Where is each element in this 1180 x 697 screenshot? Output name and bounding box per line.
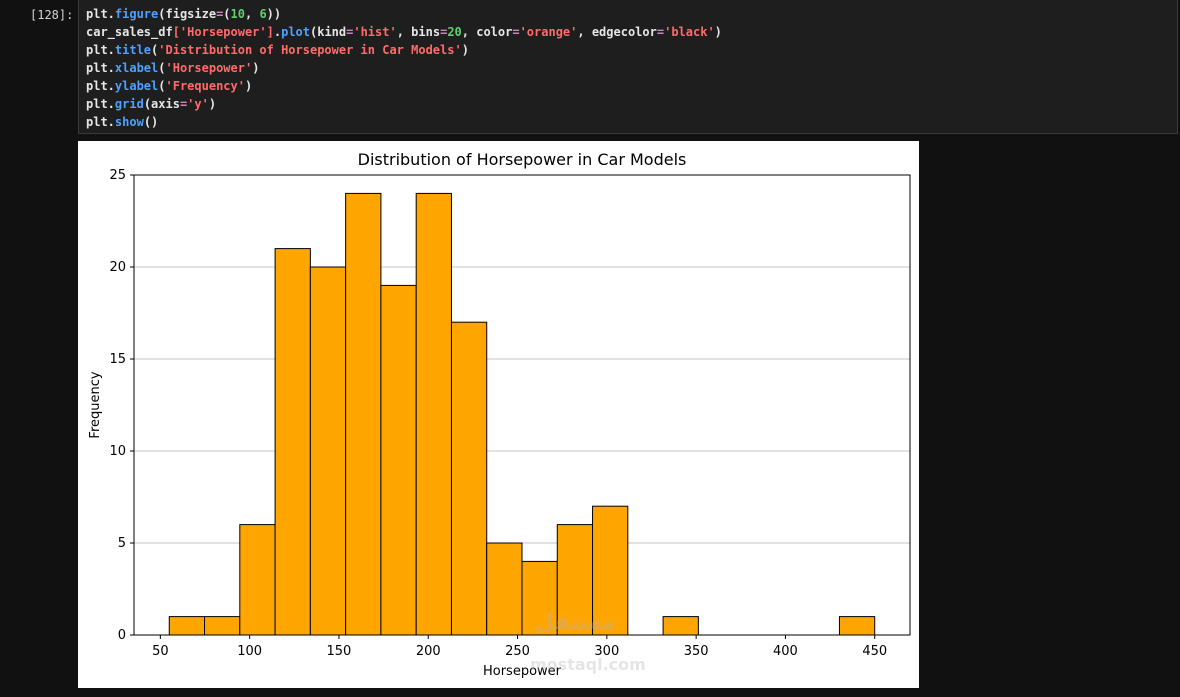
histogram-bar [204,616,241,636]
code-editor[interactable]: plt.figure(figsize=(10, 6)) car_sales_df[… [79,0,1177,131]
watermark-url: mostaql.com [530,655,646,674]
code-token: 'orange' [519,25,578,39]
x-axis-label: Horsepower [483,664,562,679]
histogram-bar [662,616,699,636]
code-token: ( [223,7,231,21]
code-token: )) [266,7,282,21]
code-line: plt.ylabel('Frequency') [86,77,1177,95]
code-token: 10 [230,7,245,21]
code-token: , bins [396,25,441,39]
code-token: 20 [447,25,462,39]
x-tick-label: 400 [773,644,798,659]
code-token: 'Distribution of Horsepower in Car Model… [158,43,462,57]
cell-prompt: [128]: [30,8,74,22]
code-token: 'black' [664,25,715,39]
code-token: plt. [86,43,115,57]
code-token: ylabel [114,79,159,93]
chart-title: Distribution of Horsepower in Car Models [358,150,687,169]
code-token: show [114,115,144,129]
code-token: . [273,25,282,39]
code-token: = [656,25,665,39]
code-token: 'Horsepower' [165,61,253,75]
x-tick-label: 300 [594,644,619,659]
code-token: = [512,25,520,39]
x-tick-label: 200 [416,644,441,659]
histogram-bar [486,542,523,636]
code-token: car_sales_df [86,25,173,39]
code-token: = [216,7,224,21]
histogram-bar [415,192,452,636]
y-tick-label: 0 [118,628,126,643]
x-tick-label: 150 [327,644,352,659]
code-token: ( [158,79,166,93]
code-line: plt.title('Distribution of Horsepower in… [86,41,1177,59]
histogram-bar [239,524,276,636]
code-line: plt.grid(axis='y') [86,95,1177,113]
output-area: Distribution of Horsepower in Car Models… [78,141,919,688]
histogram-bar [450,321,488,636]
histogram-bar [592,505,629,636]
y-tick-label: 15 [109,352,126,367]
x-tick-label: 50 [152,644,169,659]
y-axis-label: Frequency [88,371,103,438]
code-token: ) [208,97,217,111]
histogram-bar [309,266,347,636]
code-cell[interactable]: plt.figure(figsize=(10, 6)) car_sales_df[… [78,0,1178,134]
code-token: ) [714,25,722,39]
code-token: = [179,97,188,111]
code-token: ['Horsepower'] [172,25,274,39]
code-line: plt.xlabel('Horsepower') [86,59,1177,77]
code-token: grid [114,97,144,111]
code-token: 'Frequency' [165,79,245,93]
histogram-bar [556,524,594,636]
code-token: , [244,7,260,21]
code-token: (axis [143,97,180,111]
code-token: , edgecolor [577,25,657,39]
plot-frame [133,174,911,636]
code-token: plt. [86,61,115,75]
watermark-arabic: مستقل [535,610,616,635]
code-token: 6 [259,7,267,21]
code-token: title [114,43,152,57]
code-token: ) [244,79,253,93]
code-token: xlabel [114,61,159,75]
code-token: ( [151,43,159,57]
histogram-bar [838,616,876,636]
code-line: car_sales_df['Horsepower'].plot(kind='hi… [86,23,1177,41]
code-token: ) [252,61,260,75]
code-token: ( [158,61,166,75]
code-token: plt. [86,115,115,129]
histogram-bar [274,248,311,636]
code-token: (kind [310,25,347,39]
histogram-chart: Distribution of Horsepower in Car Models… [88,150,911,679]
histogram-bar [345,192,382,636]
histogram-bar [380,284,417,636]
histogram-bar [168,616,206,636]
code-token: , color [461,25,513,39]
code-token: plt. [86,97,115,111]
code-line: plt.figure(figsize=(10, 6)) [86,5,1177,23]
x-tick-label: 350 [684,644,709,659]
y-tick-label: 10 [109,444,126,459]
x-tick-label: 450 [862,644,887,659]
code-token: ) [461,43,469,57]
code-line: plt.show() [86,113,1177,131]
y-tick-label: 25 [109,168,126,183]
code-token: = [440,25,448,39]
code-token: = [346,25,354,39]
code-token: plt. [86,7,115,21]
code-token: plt. [86,79,115,93]
x-tick-label: 250 [505,644,530,659]
code-token: 'y' [187,97,209,111]
x-tick-label: 100 [237,644,262,659]
code-token: figure [114,7,159,21]
code-token: () [143,115,159,129]
y-tick-label: 20 [109,260,126,275]
code-token: plot [281,25,310,39]
code-token: 'hist' [353,25,397,39]
y-tick-label: 5 [118,536,126,551]
code-token: (figsize [158,7,217,21]
